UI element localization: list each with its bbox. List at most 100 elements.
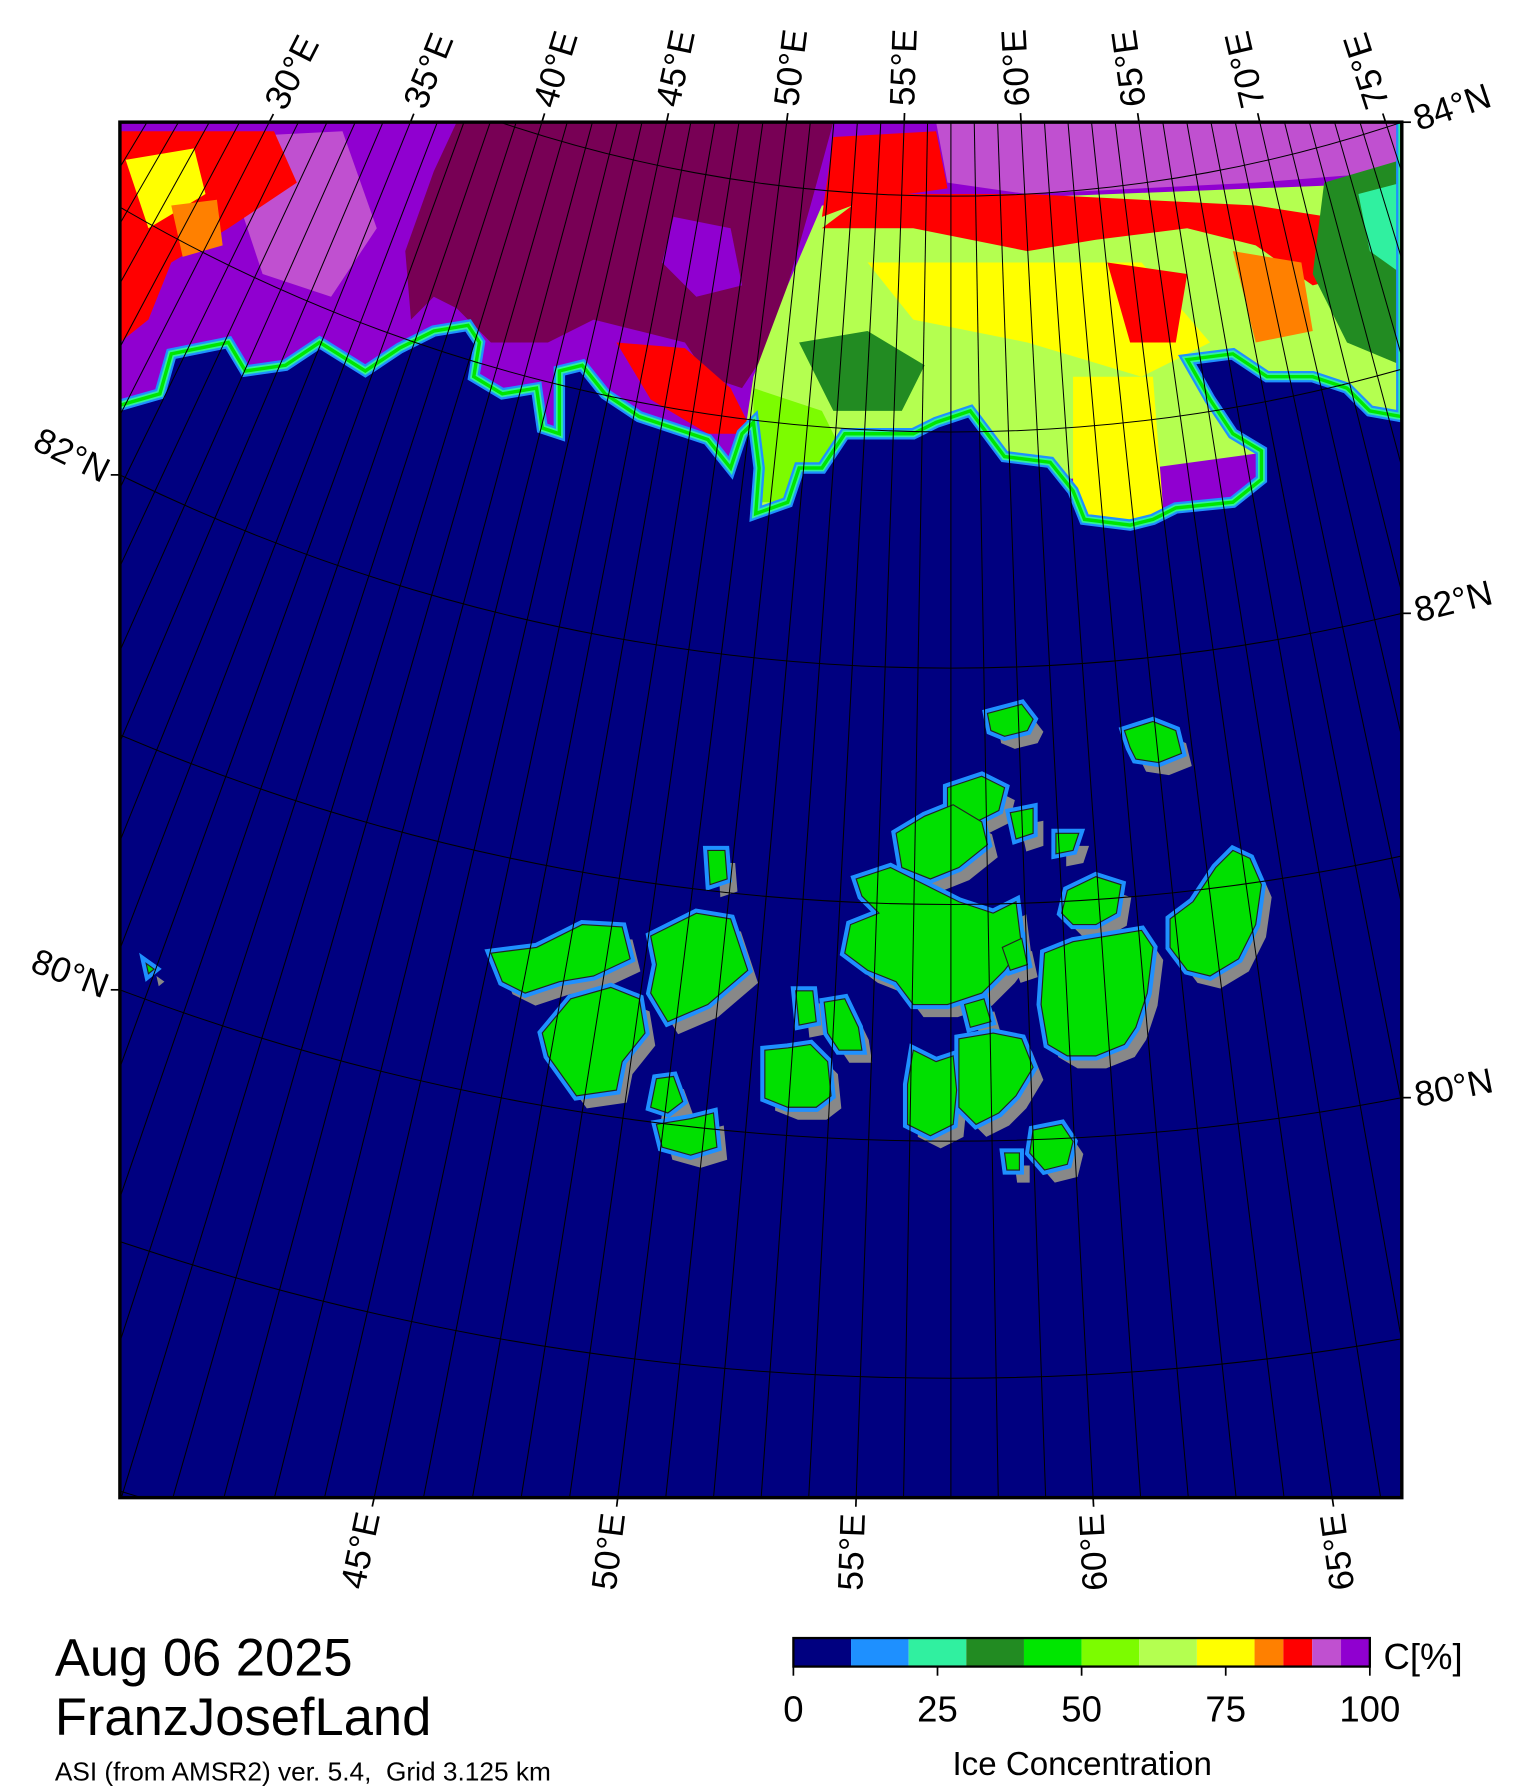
meridian [1308,122,1402,470]
ice-patch [405,122,834,389]
lat-label: 82°N [1410,573,1496,630]
lat-label: 82°N [28,421,116,491]
meridian [1392,0,1516,1630]
colorbar-segment [966,1638,1024,1667]
lat-label: 80°N [1411,1061,1496,1114]
colorbar-segment [1081,1638,1140,1667]
meridian [119,122,465,1069]
lon-label: 50°E [767,27,815,108]
meridian [172,122,568,1498]
meridian [520,122,740,1498]
lon-label: 60°E [1072,1513,1115,1592]
lon-label: 65°E [1105,28,1154,110]
meridian [903,122,929,1498]
lon-label: 60°E [995,28,1038,107]
meridian [119,122,438,951]
meridian [1485,0,1516,1519]
colorbar: 0 25 50 75 100 [783,1636,1400,1729]
meridian [1503,0,1516,1494]
lon-label: 70°E [1218,28,1273,112]
colorbar-segment [1283,1638,1313,1667]
colorbar-unit: C[%] [1384,1636,1463,1677]
lon-tick [615,1497,619,1507]
region: FranzJosefLand [55,1688,431,1747]
ice-patch [125,148,206,229]
colorbar-segment [1254,1638,1284,1667]
meridian [119,122,299,490]
meridian [973,122,999,1498]
lon-tick [1256,113,1261,123]
map-frame [118,120,1404,1500]
lon-label: 40°E [526,27,586,112]
meridian [1020,122,1094,1498]
lon-label: 45°E [334,1509,388,1593]
meridian [617,122,788,1498]
meridian [1091,122,1237,1498]
lon-label: 50°E [585,1511,633,1592]
lon-tick [1136,112,1140,123]
meridian [1333,122,1402,359]
meridian [1283,122,1402,595]
meridian [760,122,858,1498]
parallel [119,206,1402,433]
meridian [373,122,668,1498]
lon-label: 35°E [396,28,461,114]
lon-label: 55°E [831,1513,873,1591]
meridian [1234,122,1402,909]
lon-label: 45°E [649,27,703,111]
colorbar-segment [793,1638,852,1667]
colorbar-label: Ice Concentration [952,1746,1211,1783]
meridian [119,122,491,1200]
colorbar-tick-label: 0 [783,1688,803,1729]
ice-patch [1073,376,1165,526]
lon-label: 30°E [257,29,327,115]
colorbar-segment [1312,1638,1342,1667]
meridian [119,122,356,653]
meridian [1259,122,1402,740]
lat-label: 84°N [1409,76,1496,138]
meridian [855,122,905,1498]
colorbar-segment [1196,1638,1255,1667]
meridian [1043,122,1142,1498]
lon-label: 65°E [1313,1511,1362,1593]
meridian [323,122,643,1498]
parallel [498,122,1402,197]
ice-patch [821,194,1402,286]
lon-tick [268,113,275,123]
meridian [1186,122,1402,1345]
lon-tick [1381,113,1387,123]
meridian [1138,122,1333,1498]
lon-tick [785,112,789,123]
colorbar-tick-label: 75 [1205,1688,1246,1729]
colorbar-tick-label: 100 [1339,1688,1400,1729]
meridian [808,122,882,1498]
lat-label: 80°N [26,942,114,1006]
lon-tick [1331,1497,1335,1507]
lon-tick [409,113,415,123]
meridian [713,122,835,1498]
colorbar-segment [1341,1638,1370,1667]
colorbar-segment [1139,1638,1197,1667]
meridian [1067,122,1189,1498]
lon-label: 75°E [1336,28,1397,113]
ice-patch [821,131,948,217]
meridian [422,122,692,1498]
meridian [1429,0,1516,1588]
ice-patch [799,331,925,411]
meridian [997,122,1047,1498]
ice-patch [1358,182,1402,274]
meridian [1162,122,1382,1498]
meridian [119,122,411,843]
meridian [1467,0,1516,1543]
meridian [665,122,811,1498]
meridian [569,122,764,1498]
date: Aug 06 2025 [55,1629,353,1688]
meridian [223,122,593,1498]
ice-patch [662,216,743,297]
colorbar-segment [908,1638,967,1667]
meridian [120,122,543,1498]
colorbar-segment [1023,1638,1082,1667]
meridian [1448,0,1516,1566]
